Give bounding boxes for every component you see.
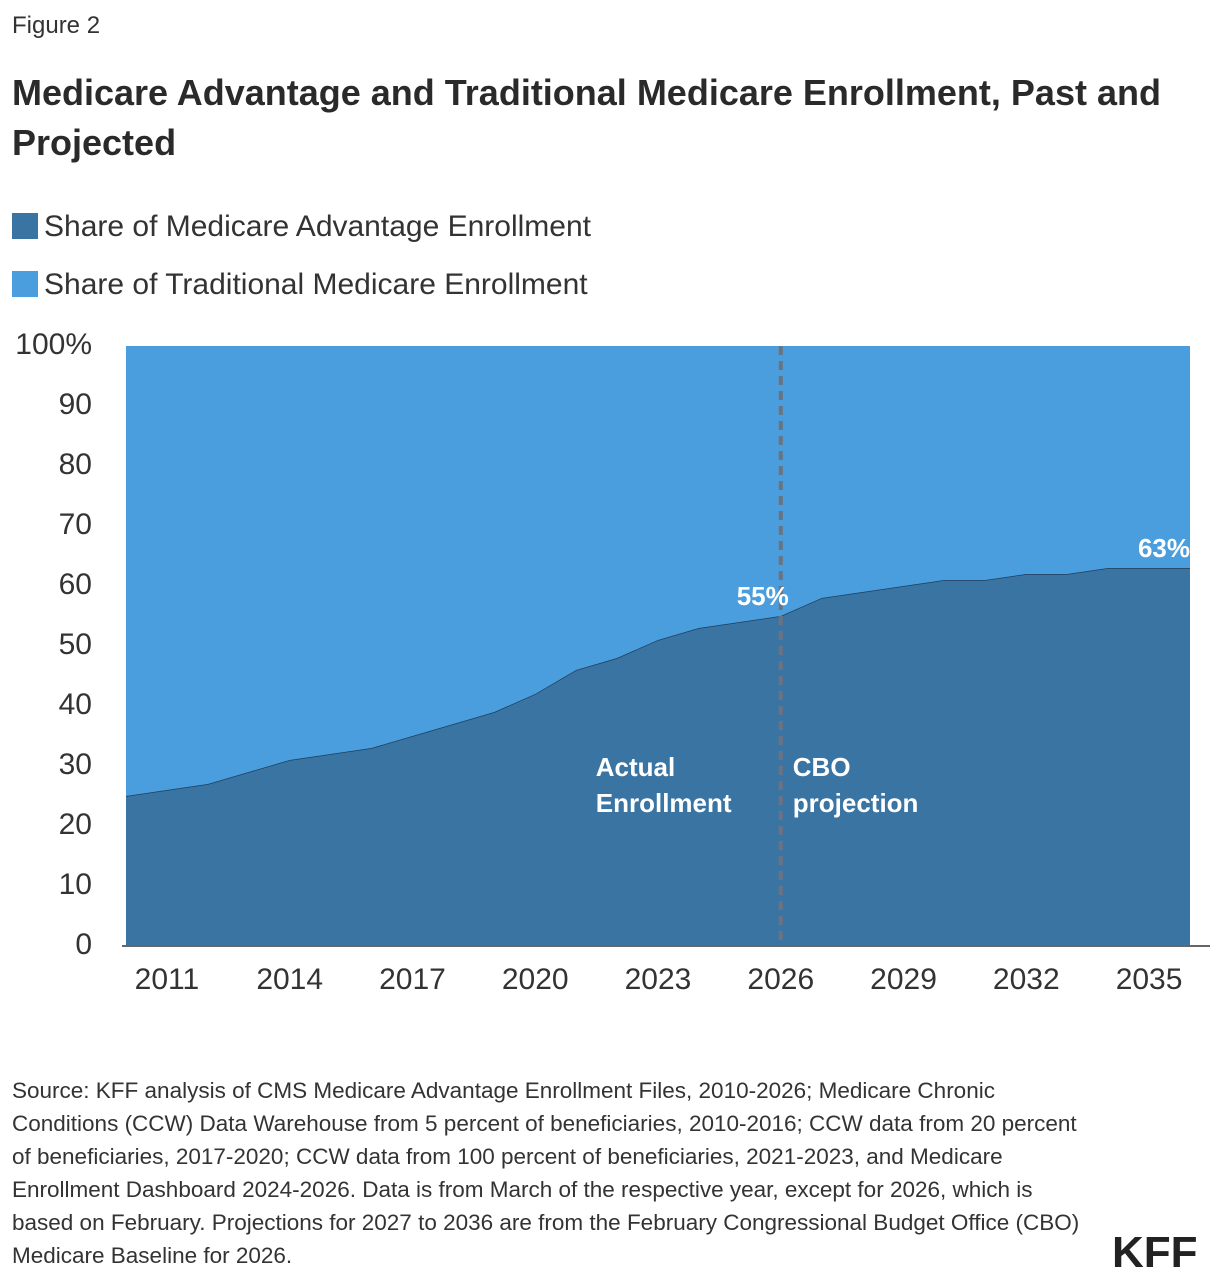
legend-label: Share of Traditional Medicare Enrollment xyxy=(44,268,588,301)
y-tick-label: 80 xyxy=(59,448,92,481)
chart: Actual Enrollment CBO projection 55% 63% 0 10 20… xyxy=(15,328,1210,996)
x-tick-label: 2014 xyxy=(256,963,323,996)
x-tick-label: 2020 xyxy=(502,963,569,996)
logo: KFF xyxy=(1112,1228,1198,1277)
legend: Share of Medicare Advantage Enrollment S… xyxy=(12,198,1202,314)
x-tick-label: 2011 xyxy=(135,963,200,996)
y-tick-label: 40 xyxy=(59,688,92,721)
legend-swatch xyxy=(12,213,38,239)
annotation: Actual xyxy=(596,752,675,782)
y-tick-label: 70 xyxy=(59,508,92,541)
x-tick-label: 2023 xyxy=(625,963,692,996)
chart-title: Medicare Advantage and Traditional Medic… xyxy=(12,72,1161,163)
data-label: 63% xyxy=(1138,533,1190,563)
x-tick-label: 2029 xyxy=(870,963,937,996)
x-tick-label: 2026 xyxy=(747,963,814,996)
y-tick-label: 60 xyxy=(59,568,92,601)
y-tick-label: 100% xyxy=(15,328,92,361)
data-label: 55% xyxy=(737,581,789,611)
y-tick-label: 10 xyxy=(59,868,92,901)
y-tick-label: 0 xyxy=(75,928,92,961)
area xyxy=(126,568,1190,946)
annotation: projection xyxy=(793,788,919,818)
y-tick-label: 50 xyxy=(59,628,92,661)
legend-item: Share of Traditional Medicare Enrollment xyxy=(12,256,588,314)
y-tick-label: 20 xyxy=(59,808,92,841)
source-note: Source: KFF analysis of CMS Medicare Adv… xyxy=(12,1078,1080,1268)
legend-label: Share of Medicare Advantage Enrollment xyxy=(44,210,591,243)
legend-swatch xyxy=(12,271,38,297)
area xyxy=(126,346,1190,796)
x-tick-label: 2017 xyxy=(379,963,446,996)
x-tick-label: 2032 xyxy=(993,963,1060,996)
legend-item: Share of Medicare Advantage Enrollment xyxy=(12,198,591,256)
figure-label: Figure 2 xyxy=(12,12,101,39)
y-tick-label: 90 xyxy=(59,388,92,421)
annotation: Enrollment xyxy=(596,788,732,818)
y-tick-label: 30 xyxy=(59,748,92,781)
x-tick-label: 2035 xyxy=(1116,963,1183,996)
annotation: CBO xyxy=(793,752,851,782)
